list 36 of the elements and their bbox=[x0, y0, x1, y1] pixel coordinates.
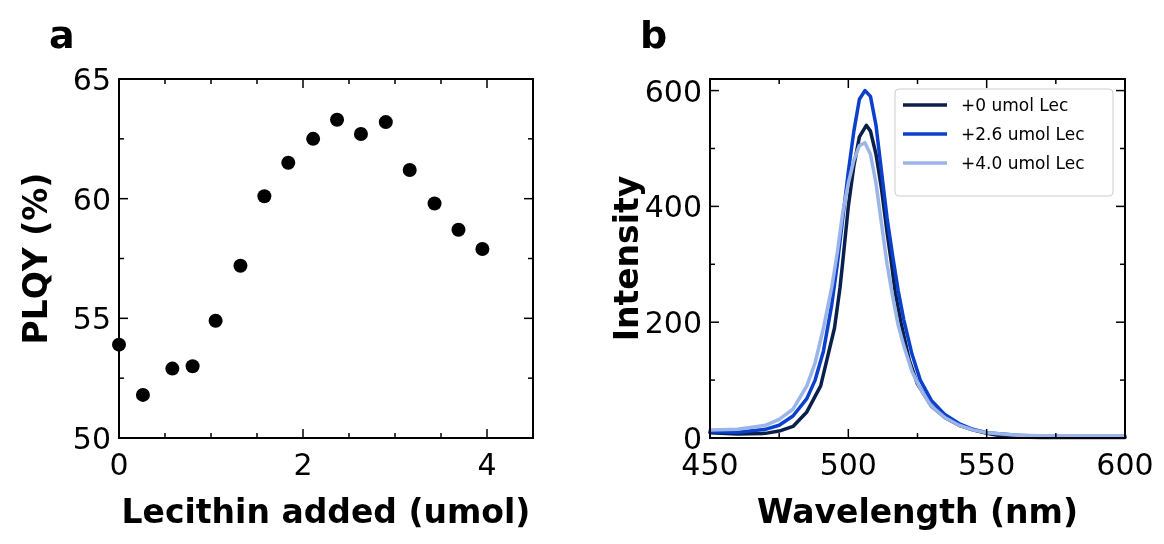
point bbox=[306, 131, 321, 146]
point bbox=[185, 359, 200, 374]
point bbox=[330, 112, 345, 127]
point bbox=[402, 162, 417, 177]
x-tick-label: 2 bbox=[293, 447, 313, 482]
y-axis-title: Intensity bbox=[607, 175, 646, 342]
point bbox=[165, 361, 180, 376]
legend-label: +4.0 umol Lec bbox=[961, 153, 1085, 173]
y-tick-label: 50 bbox=[72, 421, 111, 456]
x-tick-label: 500 bbox=[819, 447, 877, 482]
x-axis-title: Lecithin added (umol) bbox=[121, 492, 531, 531]
chart-title: a bbox=[49, 13, 75, 57]
y-tick-label: 200 bbox=[644, 305, 702, 341]
y-tick-label: 60 bbox=[72, 181, 111, 217]
y-tick-label: 65 bbox=[72, 62, 111, 97]
point bbox=[427, 196, 442, 211]
chart-title: b bbox=[640, 13, 668, 57]
point bbox=[257, 189, 272, 204]
x-tick-label: 4 bbox=[477, 447, 497, 482]
x-tick-label: 600 bbox=[1096, 447, 1154, 482]
point bbox=[135, 387, 150, 402]
point bbox=[451, 222, 466, 237]
point bbox=[475, 241, 490, 256]
point bbox=[353, 127, 368, 142]
x-axis-title: Wavelength (nm) bbox=[757, 492, 1078, 531]
y-tick-label: 600 bbox=[644, 73, 702, 109]
y-axis-title: PLQY (%) bbox=[16, 172, 55, 345]
legend-label: +2.6 umol Lec bbox=[961, 124, 1085, 144]
legend-label: +0 umol Lec bbox=[961, 95, 1069, 115]
point bbox=[378, 115, 393, 130]
y-tick-label: 55 bbox=[72, 301, 111, 337]
point bbox=[281, 155, 296, 170]
x-tick-label: 550 bbox=[958, 447, 1016, 482]
point bbox=[208, 313, 223, 328]
y-tick-label: 400 bbox=[644, 189, 702, 225]
point bbox=[233, 258, 248, 273]
